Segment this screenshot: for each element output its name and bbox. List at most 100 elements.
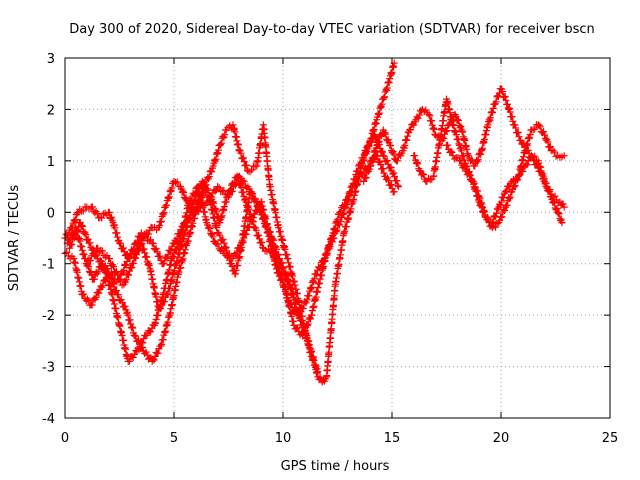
data-point [137, 229, 145, 237]
data-point [554, 208, 562, 216]
data-point [211, 156, 218, 164]
data-point [370, 148, 378, 156]
data-point [501, 93, 509, 100]
data-point [489, 109, 496, 116]
data-point [384, 177, 392, 185]
data-point [387, 181, 395, 188]
data-point [122, 261, 130, 269]
data-point [281, 271, 289, 278]
data-point [290, 291, 298, 299]
data-point [502, 96, 510, 104]
data-point [217, 188, 225, 196]
data-point [365, 165, 373, 173]
data-point [522, 141, 530, 149]
data-point [320, 258, 327, 266]
data-point [497, 201, 504, 209]
data-point [228, 262, 236, 270]
data-point [203, 198, 211, 206]
data-point [550, 199, 558, 207]
plot-frame [64, 57, 611, 419]
data-point [79, 207, 87, 215]
data-point [455, 117, 462, 124]
data-point [135, 346, 143, 354]
data-point [535, 159, 543, 167]
data-point [410, 121, 418, 129]
data-point [461, 164, 469, 172]
data-point [382, 130, 390, 138]
data-points [61, 59, 568, 386]
data-point [536, 123, 544, 131]
data-point [516, 171, 523, 179]
data-point [345, 192, 353, 199]
data-point [71, 217, 79, 225]
data-point [180, 189, 188, 196]
data-point [273, 245, 280, 253]
data-point [152, 245, 160, 253]
data-point [524, 140, 532, 148]
data-point [307, 285, 315, 293]
data-point [270, 236, 278, 244]
data-point [153, 248, 161, 256]
data-point [147, 328, 155, 336]
data-point [98, 214, 106, 222]
data-point [483, 213, 491, 221]
data-point [374, 152, 381, 160]
data-point [111, 224, 119, 232]
data-point [263, 220, 271, 228]
data-point [371, 119, 379, 127]
data-point [255, 235, 263, 243]
chart-title: Day 300 of 2020, Sidereal Day-to-day VTE… [69, 22, 595, 37]
data-point [511, 121, 519, 129]
data-point [501, 207, 508, 214]
data-point [214, 150, 222, 157]
data-point [183, 218, 190, 226]
data-point [497, 198, 505, 206]
data-point [121, 302, 129, 310]
data-point [387, 164, 395, 171]
data-point [305, 292, 313, 300]
data-point [419, 170, 426, 178]
data-point [535, 121, 543, 129]
data-point [508, 113, 516, 121]
data-point [124, 270, 132, 278]
data-point [221, 131, 229, 139]
data-point [88, 203, 96, 211]
data-point [509, 117, 517, 125]
data-point [339, 210, 347, 218]
data-point [232, 179, 240, 187]
data-point [362, 174, 370, 181]
data-point [72, 216, 80, 224]
data-point [505, 195, 513, 203]
y-tick-label: 0 [47, 206, 55, 221]
data-point [126, 357, 133, 365]
data-point [216, 231, 224, 239]
data-point [299, 332, 307, 340]
data-point [328, 238, 336, 246]
data-point [452, 131, 460, 139]
data-point [448, 148, 456, 156]
data-point [237, 149, 245, 157]
y-tick-label: -4 [42, 412, 55, 427]
data-point [74, 227, 82, 234]
data-point [201, 201, 209, 209]
data-point [167, 187, 175, 195]
data-point [546, 188, 553, 196]
data-point [163, 201, 171, 209]
data-point [249, 217, 257, 225]
data-point [233, 249, 241, 257]
data-point [492, 213, 500, 221]
data-point [259, 243, 267, 251]
data-point [205, 223, 213, 231]
data-point [122, 276, 130, 284]
data-point [381, 129, 389, 137]
data-point [478, 203, 486, 211]
data-point [210, 204, 218, 212]
data-point [275, 251, 283, 258]
data-point [97, 257, 105, 265]
data-point [442, 127, 450, 135]
data-point [129, 245, 137, 253]
data-point [499, 88, 507, 96]
data-point [139, 246, 147, 254]
data-point [126, 253, 134, 261]
y-tick-label: -2 [42, 309, 55, 324]
